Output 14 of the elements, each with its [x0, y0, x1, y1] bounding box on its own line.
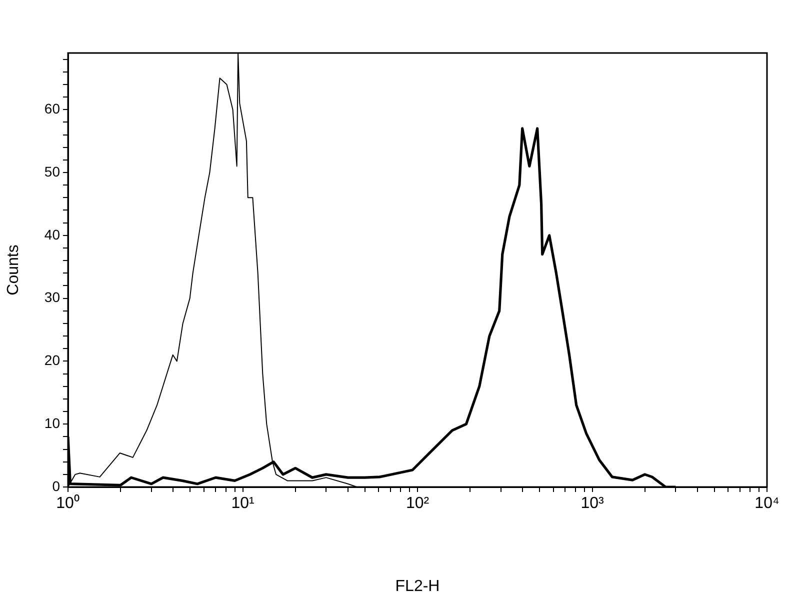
y-tick-label: 50	[44, 163, 60, 180]
y-tick-label: 60	[44, 100, 60, 116]
x-tick-label: 10¹	[231, 495, 254, 512]
y-tick-label: 20	[44, 352, 60, 368]
y-axis-title: Counts	[5, 244, 22, 296]
y-tick-label: 30	[44, 289, 60, 306]
y-tick-label: 10	[44, 414, 60, 431]
x-tick-label: 10³	[580, 495, 604, 512]
y-tick-label: 40	[44, 226, 60, 242]
x-tick-label: 10⁰	[56, 494, 80, 512]
y-tick-label: 0	[52, 478, 60, 494]
x-axis-title: FL2-H	[395, 578, 440, 595]
x-tick-label: 10²	[406, 495, 430, 512]
x-tick-label: 10⁴	[754, 495, 780, 512]
